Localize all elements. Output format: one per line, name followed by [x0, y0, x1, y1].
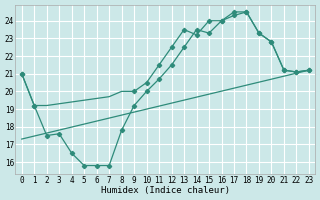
- X-axis label: Humidex (Indice chaleur): Humidex (Indice chaleur): [101, 186, 230, 195]
